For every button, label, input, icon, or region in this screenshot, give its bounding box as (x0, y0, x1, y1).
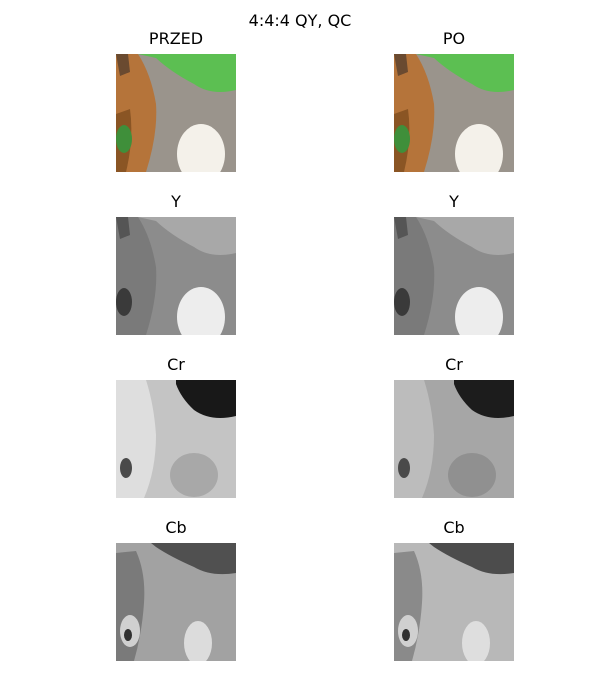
panel-before-y: Y (116, 192, 236, 335)
panel-title: PRZED (148, 29, 204, 48)
squirrel-y-channel-image (394, 217, 514, 335)
figure-title: 4:4:4 QY, QC (248, 11, 352, 30)
panel-after-y: Y (394, 192, 514, 335)
panel-before-cb: Cb (116, 518, 236, 661)
squirrel-y-channel-image (116, 217, 236, 335)
squirrel-cb-channel-image (116, 543, 236, 661)
panel-before-rgb: PRZED (116, 29, 236, 172)
squirrel-cb-channel-image (394, 543, 514, 661)
squirrel-cr-channel-image (394, 380, 514, 498)
squirrel-cr-channel-image (116, 380, 236, 498)
panel-title: Cb (443, 518, 465, 537)
panel-after-cb: Cb (394, 518, 514, 661)
panel-title: Cr (445, 355, 463, 374)
panel-after-cr: Cr (394, 355, 514, 498)
panel-title: Y (171, 192, 181, 211)
squirrel-rgb-image (116, 54, 236, 172)
panel-title: Y (449, 192, 459, 211)
panel-after-rgb: PO (394, 29, 514, 172)
panel-title: Cb (165, 518, 187, 537)
panel-title: PO (442, 29, 466, 48)
panel-before-cr: Cr (116, 355, 236, 498)
squirrel-rgb-image (394, 54, 514, 172)
panel-title: Cr (167, 355, 185, 374)
